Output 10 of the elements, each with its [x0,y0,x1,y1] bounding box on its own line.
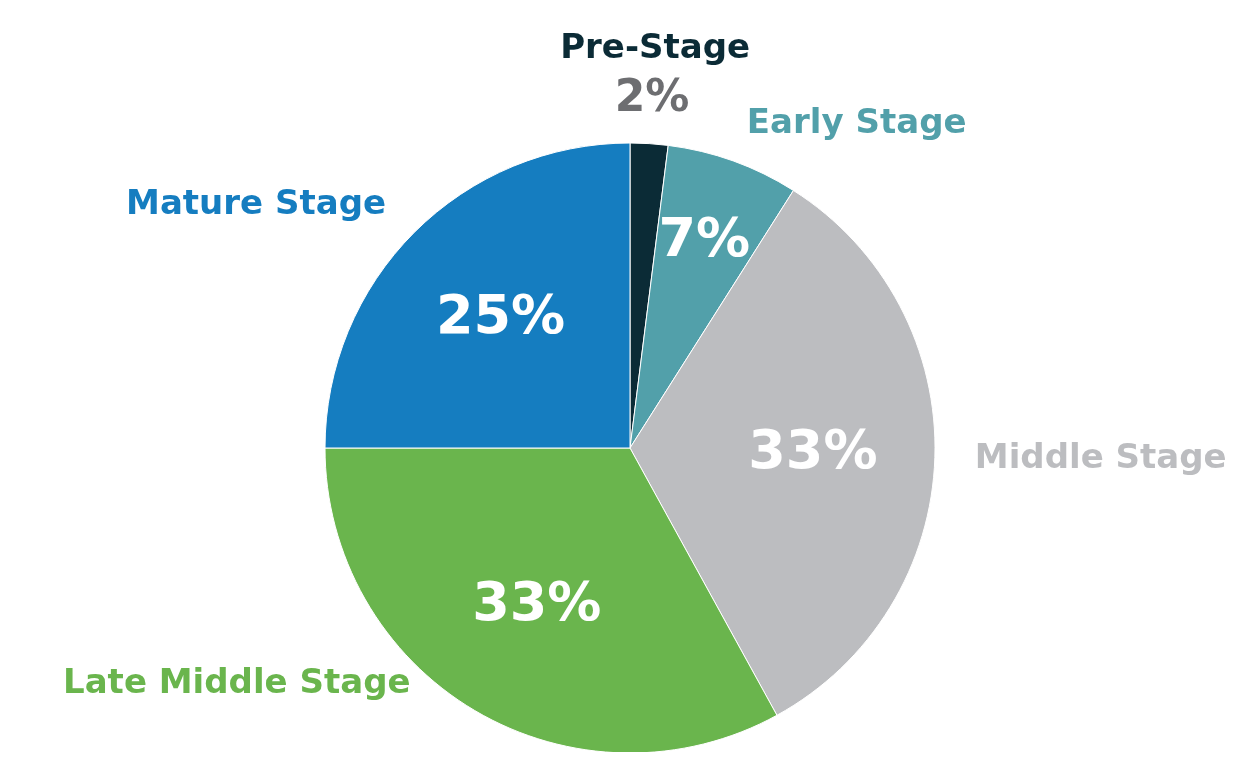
data-label: 7% [658,206,751,270]
slice-label: Late Middle Stage [63,660,411,701]
data-label: 33% [748,418,878,482]
slice-label: Early Stage [746,100,967,141]
slice-label: Pre-Stage [560,26,751,67]
data-label: 2% [614,69,690,121]
slice-label: Mature Stage [126,181,387,222]
data-label: 33% [472,570,602,634]
slice-label: Middle Stage [974,436,1227,477]
data-label: 25% [435,283,566,347]
